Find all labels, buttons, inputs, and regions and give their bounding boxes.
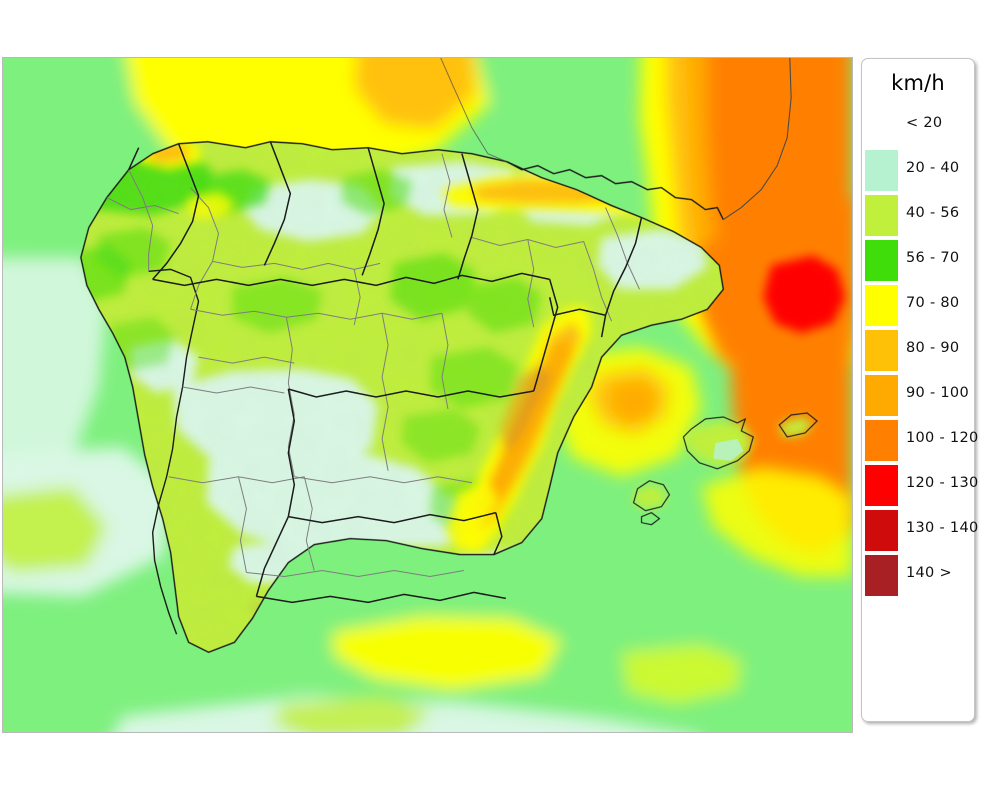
iberia-coastline	[80, 141, 725, 653]
legend-label: 130 - 140	[906, 520, 979, 536]
portugal-border	[148, 268, 200, 635]
legend-swatch	[865, 150, 898, 191]
legend-label: 40 - 56	[906, 205, 960, 221]
legend-row[interactable]: 70 - 80	[862, 283, 974, 328]
legend-swatch	[865, 240, 898, 281]
legend-row[interactable]: 40 - 56	[862, 193, 974, 238]
legend-label: 70 - 80	[906, 295, 960, 311]
france-mediterranean-coast	[722, 58, 792, 220]
legend-row[interactable]: 120 - 130	[862, 463, 978, 508]
weather-map-panel[interactable]: CAgencia Estatal de Meteorología Racha e…	[2, 57, 853, 733]
legend-label: 120 - 130	[906, 475, 979, 491]
legend-label: 80 - 90	[906, 340, 960, 356]
legend-swatch	[865, 330, 898, 371]
legend-label: 56 - 70	[906, 250, 960, 266]
legend-row[interactable]: 130 - 140	[862, 508, 978, 553]
legend-row[interactable]: < 20	[862, 103, 974, 148]
legend-swatch	[865, 510, 898, 551]
legend-rows: < 20 20 - 40 40 - 56 56 - 70 70 - 80 80 - 90 9…	[862, 103, 978, 598]
legend-row[interactable]: 56 - 70	[862, 238, 974, 283]
legend-swatch	[865, 105, 898, 146]
wind-gust-raster	[3, 58, 852, 732]
legend-label: 100 - 120	[906, 430, 979, 446]
legend-swatch	[865, 420, 898, 461]
legend-row[interactable]: 100 - 120	[862, 418, 978, 463]
legend-swatch	[865, 375, 898, 416]
legend-row[interactable]: 80 - 90	[862, 328, 974, 373]
legend-swatch	[865, 555, 898, 596]
legend-panel[interactable]: km/h < 20 20 - 40 40 - 56 56 - 70 70 - 80 80 …	[861, 58, 978, 722]
legend-swatch	[865, 285, 898, 326]
legend-row[interactable]: 20 - 40	[862, 148, 974, 193]
legend-label: 140 >	[906, 565, 952, 581]
france-coast-north	[440, 58, 508, 163]
legend-title: km/h	[891, 71, 945, 95]
legend-swatch	[865, 195, 898, 236]
legend-label: < 20	[906, 115, 943, 131]
france-border	[506, 161, 724, 220]
legend-row[interactable]: 140 >	[862, 553, 974, 598]
legend-row[interactable]: 90 - 100	[862, 373, 974, 418]
legend-label: 20 - 40	[906, 160, 960, 176]
legend-label: 90 - 100	[906, 385, 969, 401]
legend-swatch	[865, 465, 898, 506]
